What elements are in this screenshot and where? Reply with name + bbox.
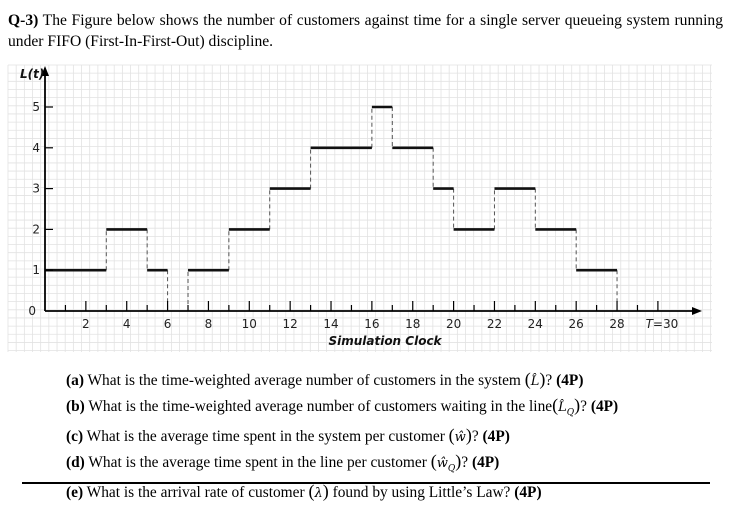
x-tick-label: 22 [487, 317, 502, 331]
question-list: (a) What is the time-weighted average nu… [66, 368, 716, 506]
y-tick-label: 3 [32, 182, 40, 196]
question-suffix: ? [471, 428, 483, 446]
y-tick-label: 5 [32, 100, 40, 114]
question-item-c: (c) What is the average time spent in th… [66, 425, 510, 446]
question-suffix: ? [545, 372, 557, 389]
question-suffix: ? [580, 397, 591, 415]
question-label: (d) [66, 453, 85, 471]
points-label: (4P) [514, 484, 542, 502]
question-label: Q-3) [8, 12, 39, 29]
question-label: (a) [66, 372, 84, 389]
x-axis-title: Simulation Clock [328, 334, 442, 348]
x-tick-label: 28 [609, 317, 624, 331]
x-tick-label: 12 [283, 317, 298, 331]
step-chart: 2 4 6 8 10 12 14 16 18 20 22 24 26 28 T=30 0 1 2 3 4 5 L(t) … [7, 64, 712, 352]
x-tick-label: T=30 [646, 317, 679, 331]
math-symbol: L̂ [530, 374, 540, 389]
y-tick-label: 0 [28, 304, 36, 318]
math-symbol: ŵ [436, 455, 448, 471]
question-header: Q-3) The Figure below shows the number o… [8, 10, 723, 52]
x-tick-label: 20 [446, 317, 461, 331]
question-item-a: (a) What is the time-weighted average nu… [66, 369, 584, 389]
math-symbol: ŵ [454, 430, 466, 446]
question-suffix: ? [461, 453, 472, 471]
y-axis-arrow-icon [41, 66, 49, 76]
question-label: (e) [66, 484, 84, 502]
y-axis-title: L(t) [20, 67, 44, 81]
question-text: What is the average time spent in the sy… [86, 428, 449, 446]
question-text: The Figure below shows the number of cus… [8, 12, 723, 50]
math-subscript: Q [566, 407, 575, 418]
x-tick-label: 16 [364, 317, 379, 331]
x-tick-label: 26 [569, 317, 584, 331]
x-axis-arrow-icon [692, 307, 702, 315]
x-tick-label: 10 [242, 317, 257, 331]
question-item-d: (d) What is the average time spent in th… [66, 450, 500, 474]
y-tick-label: 2 [32, 222, 40, 236]
y-tick-label: 4 [32, 141, 40, 155]
x-tick-label: 18 [405, 317, 420, 331]
jump-lines [105, 107, 618, 311]
x-tick-label: 6 [164, 317, 172, 331]
question-suffix: found by using Little’s Law? [328, 484, 515, 502]
points-label: (4P) [556, 372, 584, 389]
x-tick-label: 14 [323, 317, 338, 331]
question-text: What is the time-weighted average number… [87, 372, 525, 389]
bottom-rule [22, 482, 710, 484]
x-tick-label: 24 [528, 317, 543, 331]
y-tick-label: 1 [32, 263, 40, 277]
x-tick-label: 8 [205, 317, 213, 331]
question-item-b: (b) What is the time-weighted average nu… [66, 394, 619, 418]
question-item-e: (e) What is the arrival rate of customer… [66, 481, 542, 502]
question-text: What is the average time spent in the li… [88, 453, 431, 471]
math-symbol: L̂ [558, 399, 567, 415]
math-subscript: Q [447, 463, 456, 474]
math-symbol: λ [314, 486, 323, 502]
question-label: (b) [66, 397, 85, 415]
axis-ticks [45, 106, 659, 311]
question-text: What is the arrival rate of customer [86, 484, 309, 502]
points-label: (4P) [590, 397, 619, 415]
points-label: (4P) [471, 453, 500, 471]
question-text: What is the time-weighted average number… [88, 397, 553, 415]
points-label: (4P) [482, 428, 510, 446]
level-lines [45, 105, 618, 272]
question-label: (c) [66, 428, 84, 446]
x-tick-label: 4 [123, 317, 131, 331]
chart-grid [7, 64, 712, 352]
chart-axes [41, 66, 702, 315]
x-tick-label: 2 [82, 317, 90, 331]
